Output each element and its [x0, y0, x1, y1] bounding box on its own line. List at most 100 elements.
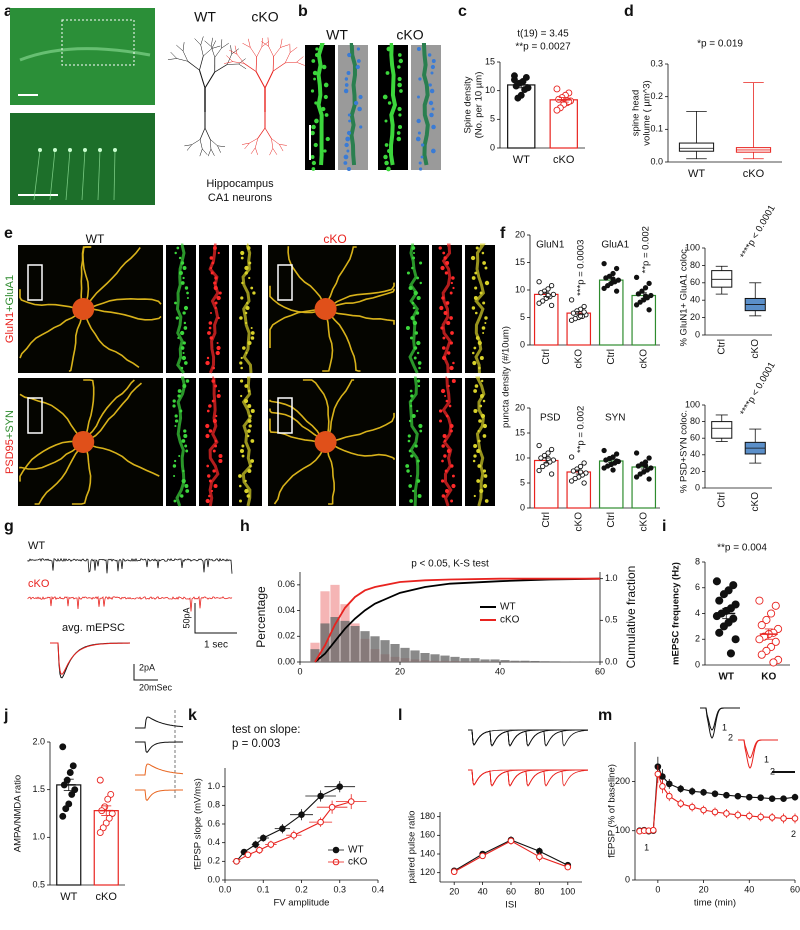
puncta — [473, 389, 478, 393]
x-tick-label: Ctrl — [606, 349, 617, 365]
puncta — [205, 433, 210, 439]
dendrite — [441, 243, 452, 374]
axis-title: time (min) — [694, 898, 736, 909]
x-tick-label: 60 — [506, 886, 516, 896]
puncta — [406, 271, 410, 275]
data-point — [601, 465, 607, 471]
puncta — [408, 419, 412, 423]
current-trace — [27, 557, 233, 574]
y-tick-label: 0.4 — [207, 837, 220, 847]
panel-label: j — [3, 707, 8, 724]
x-tick-label: 80 — [534, 886, 544, 896]
data-point — [102, 819, 110, 827]
neurite — [267, 37, 269, 47]
neurite — [279, 144, 287, 146]
data-point — [613, 265, 620, 272]
example-trace — [738, 739, 778, 769]
panel-label: a — [4, 3, 13, 20]
puncta — [214, 384, 218, 388]
histogram-bar — [410, 650, 420, 662]
neurite — [296, 61, 305, 66]
data-point — [548, 282, 555, 289]
spine — [431, 107, 435, 111]
panel-label: h — [240, 518, 250, 535]
y-tick-label: 40 — [690, 449, 700, 459]
puncta — [477, 340, 482, 346]
panel-label: l — [398, 707, 402, 724]
spine — [345, 136, 351, 142]
puncta — [449, 316, 453, 320]
data-point — [646, 476, 652, 482]
trace-label: 1 — [764, 754, 769, 764]
data-point — [290, 831, 298, 839]
spine — [420, 143, 425, 147]
puncta — [443, 454, 447, 458]
x-tick-label: WT — [513, 154, 530, 166]
x-tick-label: WT — [718, 672, 734, 683]
y-tick-label: 0 — [695, 482, 700, 492]
neurite — [191, 139, 201, 145]
label: WT — [326, 27, 348, 43]
spine — [323, 94, 328, 100]
spine — [359, 125, 363, 129]
data-point — [745, 793, 753, 801]
neurite — [243, 63, 257, 72]
data-point — [553, 85, 561, 93]
histogram-bar — [420, 653, 430, 662]
spine — [396, 131, 401, 135]
y-tick-label: 1.5 — [32, 784, 45, 794]
spine — [346, 130, 352, 136]
x-tick-label: WT — [688, 168, 705, 180]
spine — [324, 113, 329, 117]
puncta — [182, 266, 187, 270]
y-tick-label: 0.0 — [207, 874, 220, 884]
dendrite — [175, 376, 187, 507]
data-point — [755, 635, 764, 644]
puncta — [438, 409, 443, 413]
spine — [346, 166, 351, 172]
axis-title: % GluN1+ GluA1 coloc. — [679, 246, 690, 346]
dendrite — [175, 243, 186, 374]
puncta — [442, 346, 446, 350]
data-point — [711, 790, 719, 798]
data-point — [59, 812, 67, 820]
y-tick-label: 15 — [515, 257, 525, 267]
data-point — [568, 454, 575, 460]
data-point — [570, 310, 577, 316]
spine — [323, 149, 327, 153]
data-point — [538, 290, 544, 296]
y-tick-label: 0.04 — [277, 605, 295, 615]
neurite — [229, 49, 238, 55]
data-point — [572, 475, 578, 482]
puncta — [211, 379, 216, 383]
annotation: ***p = 0.0003 — [575, 240, 586, 296]
puncta — [416, 379, 421, 383]
scale-label: 20mSec — [139, 682, 173, 692]
puncta — [418, 366, 421, 370]
y-tick-label: 5 — [520, 312, 525, 322]
puncta — [450, 499, 454, 503]
puncta — [481, 251, 485, 255]
neurite — [269, 148, 274, 156]
y-tick-label: 0.5 — [32, 879, 45, 889]
dendrite — [241, 243, 253, 374]
puncta — [445, 261, 450, 265]
dendrite — [269, 308, 326, 348]
axis-title: spine head — [631, 90, 642, 136]
puncta — [473, 408, 478, 414]
spine — [429, 88, 435, 94]
puncta — [443, 439, 447, 443]
y-tick-label: 80 — [690, 416, 700, 426]
neurite — [202, 148, 208, 155]
puncta — [480, 379, 484, 383]
puncta — [441, 459, 444, 463]
histogram-bar — [460, 658, 470, 662]
panel-label: k — [188, 707, 197, 724]
y-tick-label: 40 — [690, 295, 700, 305]
x-tick-label: 100 — [560, 886, 575, 896]
data-point — [654, 770, 662, 778]
puncta — [248, 261, 252, 265]
neurite — [255, 56, 257, 72]
puncta — [239, 379, 244, 383]
panel-label: m — [598, 707, 612, 724]
